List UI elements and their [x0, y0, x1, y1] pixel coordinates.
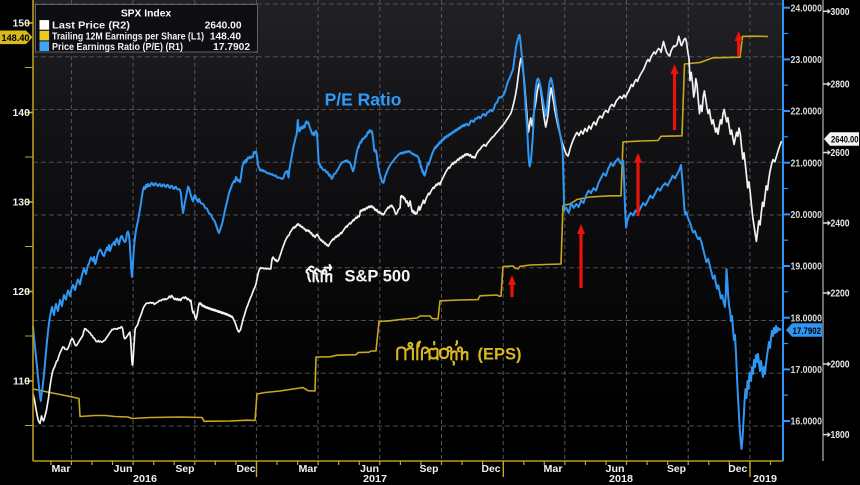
svg-text:22.0000: 22.0000: [791, 107, 823, 118]
svg-text:Dec: Dec: [237, 464, 257, 475]
svg-text:17.7902: 17.7902: [793, 326, 822, 337]
svg-text:3000: 3000: [831, 7, 850, 18]
svg-text:17.0000: 17.0000: [791, 365, 823, 376]
svg-text:2000: 2000: [831, 360, 850, 371]
svg-text:Sep: Sep: [667, 464, 686, 475]
svg-text:Jun: Jun: [114, 464, 133, 475]
svg-text:24.0000: 24.0000: [791, 3, 823, 14]
svg-text:Sep: Sep: [420, 464, 439, 475]
svg-text:Jun: Jun: [606, 464, 625, 475]
svg-text:150: 150: [12, 18, 30, 30]
svg-text:2800: 2800: [831, 80, 850, 91]
svg-text:20.0000: 20.0000: [791, 210, 823, 221]
svg-text:1800: 1800: [831, 430, 850, 441]
svg-text:19.0000: 19.0000: [791, 262, 823, 273]
svg-text:Last Price (R2): Last Price (R2): [52, 21, 130, 32]
svg-text:16.0000: 16.0000: [791, 417, 823, 428]
svg-text:2600: 2600: [831, 148, 850, 159]
svg-text:P/E Ratio: P/E Ratio: [325, 90, 402, 110]
svg-text:Mar: Mar: [52, 464, 71, 475]
svg-text:110: 110: [13, 376, 30, 388]
svg-text:2640.00: 2640.00: [205, 21, 242, 32]
svg-text:2200: 2200: [831, 289, 850, 300]
svg-text:Dec: Dec: [482, 464, 502, 475]
svg-text:18.0000: 18.0000: [791, 313, 823, 324]
svg-text:148.40: 148.40: [2, 33, 30, 44]
svg-text:140: 140: [12, 107, 30, 119]
svg-text:148.40: 148.40: [210, 31, 241, 42]
svg-text:Sep: Sep: [176, 464, 195, 475]
svg-text:(EPS): (EPS): [478, 346, 522, 364]
svg-text:Dec: Dec: [728, 464, 748, 475]
svg-text:17.7902: 17.7902: [213, 42, 250, 53]
svg-text:Jun: Jun: [360, 464, 379, 475]
svg-text:Trailing 12M Earnings per Shar: Trailing 12M Earnings per Share (L1): [52, 31, 204, 42]
svg-text:Mar: Mar: [544, 464, 563, 475]
svg-text:2017: 2017: [363, 474, 388, 485]
svg-text:2640.00: 2640.00: [831, 135, 859, 146]
svg-text:23.0000: 23.0000: [791, 55, 823, 66]
svg-text:2016: 2016: [133, 474, 158, 485]
svg-text:2019: 2019: [753, 474, 778, 485]
svg-text:2018: 2018: [609, 474, 634, 485]
svg-text:21.0000: 21.0000: [791, 158, 823, 169]
svg-text:SPX Index: SPX Index: [121, 9, 172, 20]
svg-text:Price Earnings Ratio (P/E) (R: Price Earnings Ratio (P/E) (R1): [52, 42, 183, 53]
svg-text:Mar: Mar: [299, 464, 318, 475]
svg-text:S&P 500: S&P 500: [345, 268, 411, 286]
svg-text:130: 130: [12, 197, 30, 209]
svg-text:120: 120: [12, 286, 30, 298]
svg-text:2400: 2400: [831, 219, 850, 230]
